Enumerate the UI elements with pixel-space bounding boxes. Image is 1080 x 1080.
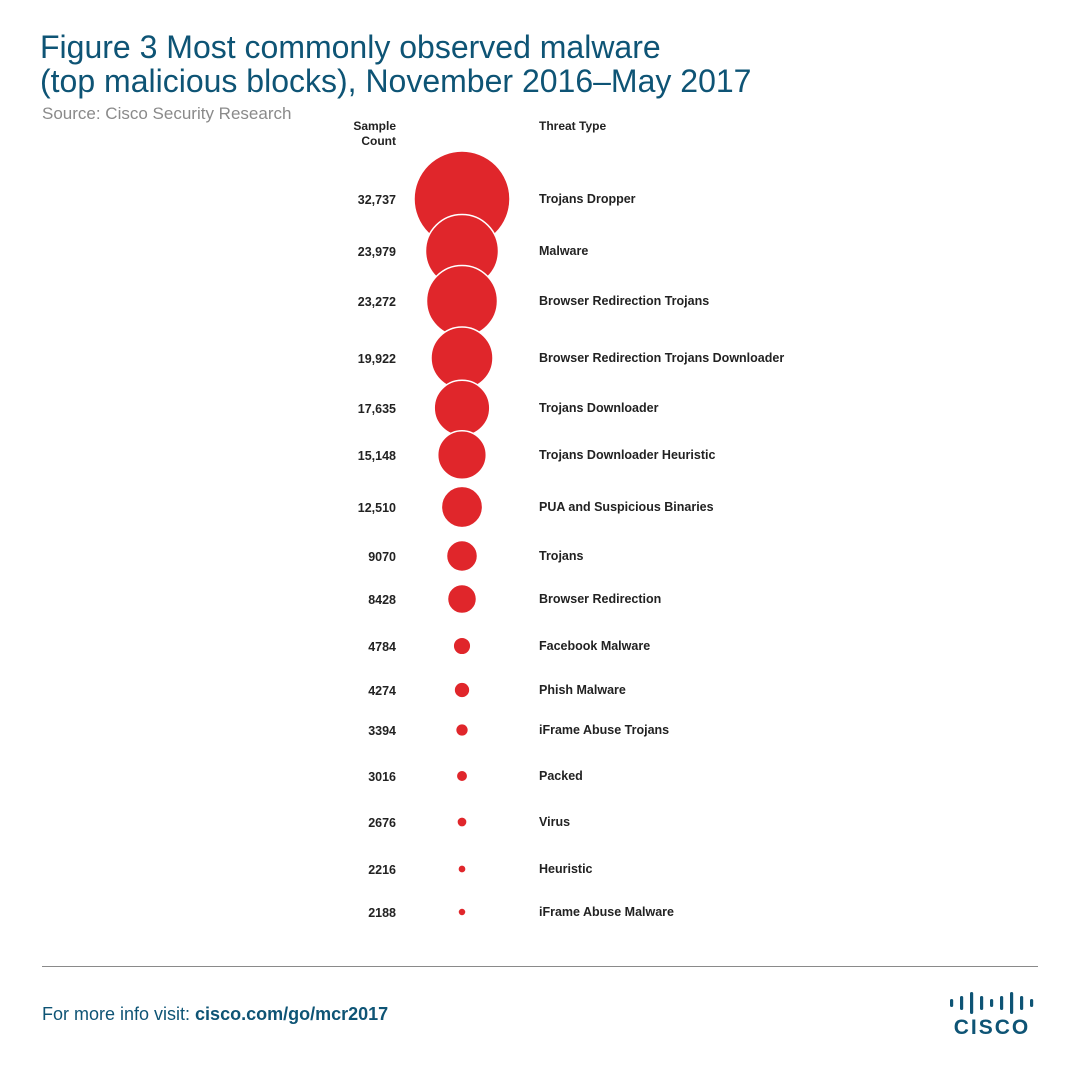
bubble-12 bbox=[455, 769, 469, 783]
bubble-11 bbox=[454, 722, 470, 738]
threat-type-label-14: Heuristic bbox=[539, 862, 593, 876]
logo-bar-4 bbox=[990, 999, 994, 1007]
threat-type-label-8: Browser Redirection bbox=[539, 592, 661, 606]
sample-count-header-line-2: Count bbox=[361, 134, 396, 148]
chart-title-line-2: (top malicious blocks), November 2016–Ma… bbox=[40, 63, 752, 99]
logo-bar-1 bbox=[960, 996, 964, 1010]
threat-type-label-1: Malware bbox=[539, 244, 588, 258]
logo-bar-3 bbox=[980, 996, 984, 1010]
logo-bar-5 bbox=[1000, 996, 1004, 1010]
sample-count-label-1: 23,979 bbox=[358, 245, 396, 259]
sample-count-label-2: 23,272 bbox=[358, 295, 396, 309]
threat-type-label-11: iFrame Abuse Trojans bbox=[539, 723, 669, 737]
sample-count-label-10: 4274 bbox=[368, 684, 396, 698]
logo-bar-6 bbox=[1010, 992, 1014, 1014]
bubble-7 bbox=[445, 539, 479, 573]
logo-bar-8 bbox=[1030, 999, 1034, 1007]
bubble-10 bbox=[453, 681, 471, 699]
cisco-logo: CISCO bbox=[944, 990, 1040, 1040]
bubble-6 bbox=[440, 485, 484, 529]
footer-divider bbox=[42, 966, 1038, 967]
chart-title-line-1: Figure 3 Most commonly observed malware bbox=[40, 29, 661, 65]
threat-type-label-3: Browser Redirection Trojans Downloader bbox=[539, 351, 784, 365]
footer-link[interactable]: cisco.com/go/mcr2017 bbox=[195, 1004, 389, 1024]
threat-type-label-7: Trojans bbox=[539, 549, 584, 563]
threat-type-label-9: Facebook Malware bbox=[539, 639, 650, 653]
bubble-15 bbox=[457, 907, 467, 917]
logo-bar-2 bbox=[970, 992, 974, 1014]
cisco-wordmark: CISCO bbox=[953, 1016, 1031, 1039]
sample-count-header: Sample Count bbox=[330, 119, 396, 149]
bubble-8 bbox=[446, 583, 478, 615]
sample-count-label-6: 12,510 bbox=[358, 501, 396, 515]
sample-count-label-14: 2216 bbox=[368, 863, 396, 877]
threat-type-label-0: Trojans Dropper bbox=[539, 192, 636, 206]
bubble-chart: 32,737 Trojans Dropper 23,979 Malware 23,272… bbox=[358, 150, 784, 920]
sample-count-label-11: 3394 bbox=[368, 724, 396, 738]
chart-title: Figure 3 Most commonly observed malware … bbox=[40, 30, 1040, 98]
chart-source: Source: Cisco Security Research bbox=[42, 104, 292, 123]
threat-type-header: Threat Type bbox=[539, 119, 607, 133]
bubble-2 bbox=[425, 264, 499, 338]
threat-type-label-5: Trojans Downloader Heuristic bbox=[539, 448, 715, 462]
bubble-9 bbox=[452, 636, 472, 656]
sample-count-label-8: 8428 bbox=[368, 593, 396, 607]
sample-count-label-7: 9070 bbox=[368, 550, 396, 564]
threat-type-label-15: iFrame Abuse Malware bbox=[539, 905, 674, 919]
sample-count-header-line-1: Sample bbox=[353, 119, 396, 133]
cisco-bridge-logo-icon bbox=[950, 992, 1034, 1014]
sample-count-label-3: 19,922 bbox=[358, 352, 396, 366]
bubble-14 bbox=[457, 864, 467, 874]
footer-prefix: For more info visit: bbox=[42, 1004, 196, 1024]
logo-bar-0 bbox=[950, 999, 954, 1007]
footer-info: For more info visit: cisco.com/go/mcr201… bbox=[42, 1004, 388, 1025]
threat-type-label-10: Phish Malware bbox=[539, 683, 626, 697]
threat-type-label-4: Trojans Downloader bbox=[539, 401, 659, 415]
bubble-5 bbox=[436, 429, 488, 481]
threat-type-label-2: Browser Redirection Trojans bbox=[539, 294, 709, 308]
threat-type-label-12: Packed bbox=[539, 769, 583, 783]
bubble-13 bbox=[456, 816, 468, 828]
threat-type-label-6: PUA and Suspicious Binaries bbox=[539, 500, 714, 514]
logo-bar-7 bbox=[1020, 996, 1024, 1010]
bubble-4 bbox=[433, 379, 491, 437]
sample-count-label-5: 15,148 bbox=[358, 449, 396, 463]
sample-count-label-15: 2188 bbox=[368, 906, 396, 920]
sample-count-label-4: 17,635 bbox=[358, 402, 396, 416]
sample-count-label-9: 4784 bbox=[368, 640, 396, 654]
threat-type-label-13: Virus bbox=[539, 815, 570, 829]
sample-count-label-12: 3016 bbox=[368, 770, 396, 784]
sample-count-label-13: 2676 bbox=[368, 816, 396, 830]
sample-count-label-0: 32,737 bbox=[358, 193, 396, 207]
